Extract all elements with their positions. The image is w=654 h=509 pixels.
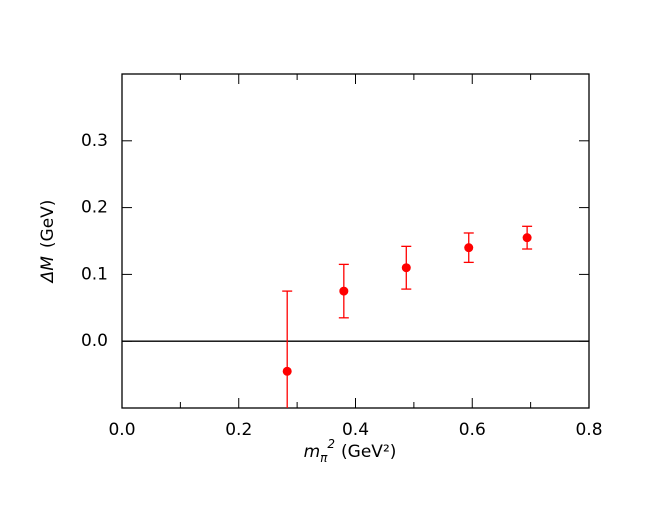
data-point (401, 263, 411, 273)
x-label-subscript: π (320, 451, 328, 465)
y-tick-label: 0.0 (81, 331, 108, 351)
plot-frame (121, 73, 590, 409)
data-point (282, 366, 292, 376)
x-label-superscript: 2 (327, 437, 335, 451)
x-tick-label: 0.2 (225, 420, 252, 440)
x-tick-label: 0.0 (108, 420, 135, 440)
data-point (464, 243, 474, 253)
y-tick-label: 0.3 (81, 131, 108, 151)
x-tick-label: 0.6 (459, 420, 486, 440)
x-tick-label: 0.8 (575, 420, 602, 440)
y-label-symbol: ΔM (38, 256, 58, 285)
x-label-unit: (GeV²) (341, 442, 396, 462)
y-tick-label: 0.2 (81, 198, 108, 218)
x-tick-label: 0.4 (342, 420, 369, 440)
y-label-unit: (GeV) (38, 200, 58, 249)
y-axis-label: ΔM (GeV) (38, 200, 58, 285)
data-point (339, 286, 349, 296)
data-point (522, 233, 532, 243)
y-tick-label: 0.1 (81, 264, 108, 284)
x-label-symbol: m (304, 442, 321, 462)
plot-area (282, 225, 533, 408)
x-axis-label: mπ2 (GeV²) (304, 437, 397, 465)
